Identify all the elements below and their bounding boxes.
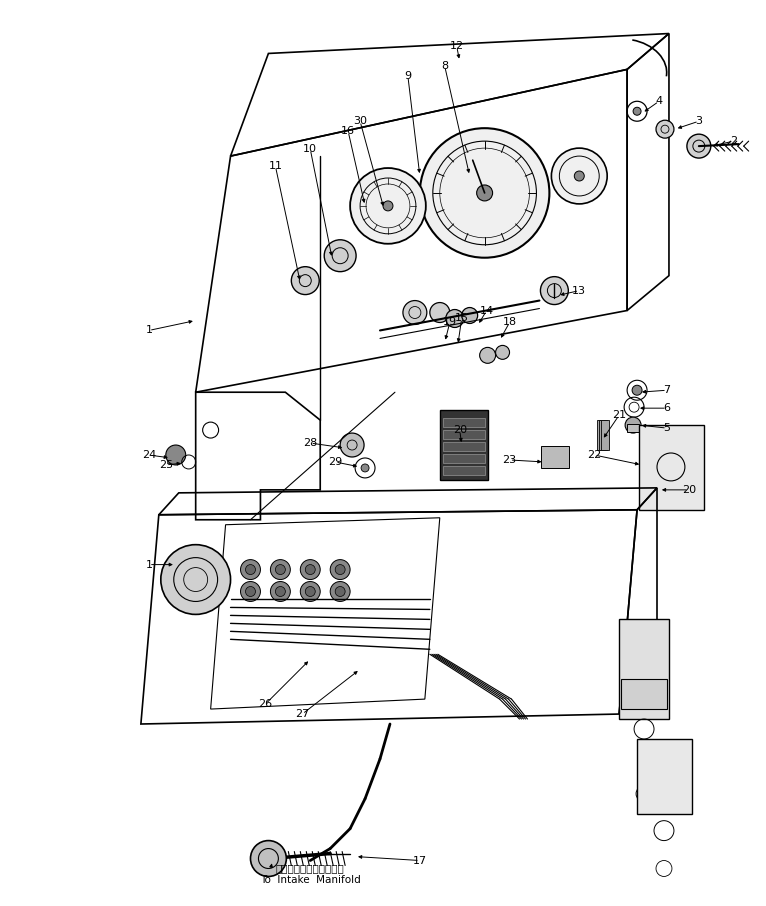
Text: 3: 3 (696, 116, 702, 126)
Bar (440, 410, 488, 480)
Text: 16: 16 (341, 126, 355, 136)
Bar (443, 419, 485, 427)
Text: 15: 15 (455, 313, 469, 323)
Circle shape (446, 310, 463, 327)
Circle shape (574, 171, 584, 181)
Circle shape (462, 307, 478, 323)
Text: 26: 26 (258, 699, 273, 709)
Text: To  Intake  Manifold: To Intake Manifold (260, 875, 361, 885)
Circle shape (625, 417, 641, 433)
Circle shape (403, 301, 427, 324)
Text: 6: 6 (663, 403, 670, 413)
Circle shape (291, 266, 319, 294)
Bar (443, 430, 485, 439)
Circle shape (336, 586, 345, 596)
Circle shape (241, 560, 260, 580)
Text: 22: 22 (587, 450, 601, 460)
Circle shape (241, 582, 260, 602)
Bar (627, 424, 639, 432)
Circle shape (420, 128, 549, 257)
Text: 24: 24 (142, 450, 156, 460)
Circle shape (336, 564, 345, 574)
Text: 19: 19 (443, 317, 457, 327)
Circle shape (480, 347, 496, 363)
Text: 12: 12 (450, 42, 463, 52)
Text: 20: 20 (682, 485, 696, 495)
Circle shape (656, 120, 674, 138)
Bar (637, 739, 692, 814)
Text: 25: 25 (159, 460, 173, 470)
Circle shape (276, 586, 286, 596)
Text: 5: 5 (663, 423, 670, 433)
Bar (542, 446, 569, 467)
Circle shape (330, 582, 350, 602)
Circle shape (361, 464, 369, 472)
Bar (599, 420, 607, 450)
Bar (639, 425, 704, 510)
Text: 30: 30 (353, 116, 367, 126)
Text: インテークマニホールヘ: インテークマニホールヘ (276, 863, 345, 873)
Circle shape (340, 433, 364, 457)
Circle shape (541, 276, 568, 304)
Circle shape (330, 560, 350, 580)
Circle shape (476, 185, 493, 201)
Text: 17: 17 (413, 855, 427, 865)
Bar (619, 620, 669, 719)
Text: 13: 13 (572, 285, 586, 295)
Bar (443, 454, 485, 463)
Circle shape (324, 240, 356, 272)
Text: 1: 1 (146, 325, 152, 335)
Text: 9: 9 (404, 72, 411, 82)
Circle shape (300, 560, 320, 580)
Text: 2: 2 (730, 136, 738, 146)
Text: 29: 29 (328, 457, 342, 467)
Circle shape (552, 148, 607, 204)
Text: 21: 21 (612, 410, 626, 420)
Circle shape (687, 134, 711, 158)
Circle shape (306, 586, 316, 596)
Circle shape (165, 445, 185, 465)
Circle shape (276, 564, 286, 574)
Bar (601, 420, 609, 450)
Bar (443, 466, 485, 475)
Text: 18: 18 (502, 317, 516, 327)
Bar (443, 442, 485, 451)
Text: 23: 23 (502, 455, 516, 465)
Text: 27: 27 (295, 709, 309, 719)
Text: 4: 4 (656, 96, 663, 106)
Circle shape (496, 345, 509, 360)
Circle shape (300, 582, 320, 602)
Circle shape (430, 303, 450, 323)
Circle shape (270, 560, 290, 580)
Circle shape (245, 564, 256, 574)
Text: 8: 8 (441, 62, 448, 72)
Text: 7: 7 (663, 385, 670, 395)
Text: 28: 28 (303, 438, 317, 448)
Circle shape (306, 564, 316, 574)
Circle shape (161, 545, 231, 614)
Circle shape (250, 841, 286, 876)
Circle shape (632, 385, 642, 395)
Text: 11: 11 (268, 161, 283, 171)
Circle shape (245, 586, 256, 596)
Bar (621, 680, 667, 709)
Circle shape (383, 201, 393, 211)
Text: 1: 1 (146, 560, 152, 570)
Text: 10: 10 (303, 144, 317, 154)
Circle shape (270, 582, 290, 602)
Bar (597, 420, 605, 450)
Text: 14: 14 (480, 305, 493, 315)
Text: 20: 20 (453, 425, 466, 435)
Circle shape (350, 168, 426, 244)
Circle shape (633, 107, 641, 115)
